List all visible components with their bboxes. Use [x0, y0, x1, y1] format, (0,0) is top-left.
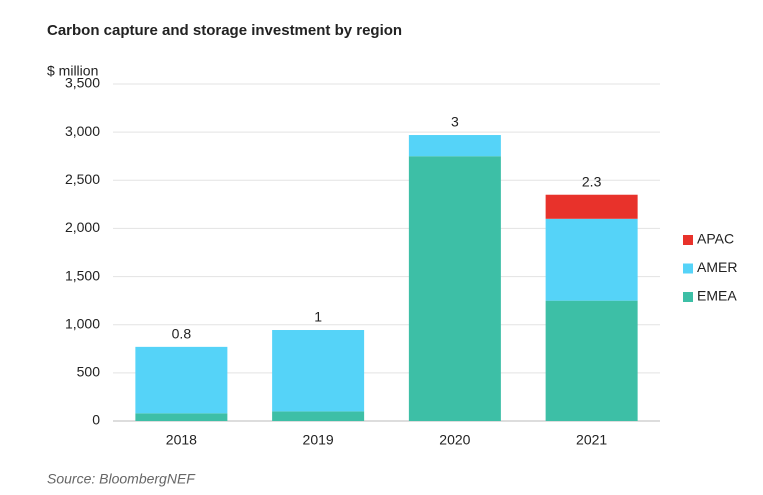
- total-label: 1: [314, 309, 322, 325]
- bar-segment: [272, 411, 365, 421]
- total-label: 2.3: [582, 173, 602, 189]
- legend-label: EMEA: [697, 288, 737, 304]
- bar-segment: [408, 135, 501, 157]
- y-tick-label: 1,000: [65, 315, 100, 331]
- y-tick-label: 3,000: [65, 123, 100, 139]
- bar-segment: [408, 156, 501, 421]
- bar-segment: [135, 346, 228, 414]
- legend-label: APAC: [697, 231, 734, 247]
- x-tick-label: 2019: [303, 432, 334, 448]
- source: Source: BloombergNEF: [47, 471, 196, 487]
- chart-title: Carbon capture and storage investment by…: [47, 22, 402, 39]
- y-axis-label: $ million: [47, 63, 98, 79]
- y-tick-label: 2,000: [65, 219, 100, 235]
- bar-segment: [545, 300, 638, 421]
- legend-swatch: [683, 263, 693, 274]
- bar-segment: [135, 413, 228, 421]
- x-tick-label: 2021: [576, 432, 607, 448]
- y-tick-label: 1,500: [65, 267, 100, 283]
- total-label: 0.8: [172, 326, 192, 342]
- y-tick-label: 2,500: [65, 171, 100, 187]
- y-tick-label: 0: [92, 412, 100, 428]
- total-label: 3: [451, 114, 459, 130]
- x-tick-label: 2018: [166, 432, 197, 448]
- y-tick-label: 500: [77, 364, 101, 380]
- y-tick-label: 3,500: [65, 75, 100, 91]
- legend-swatch: [683, 235, 693, 245]
- bar-segment: [545, 218, 638, 301]
- x-tick-label: 2020: [439, 432, 470, 448]
- bar-segment: [545, 194, 638, 219]
- legend-swatch: [683, 292, 693, 302]
- bar-segment: [272, 330, 365, 412]
- legend-label: AMER: [697, 259, 737, 275]
